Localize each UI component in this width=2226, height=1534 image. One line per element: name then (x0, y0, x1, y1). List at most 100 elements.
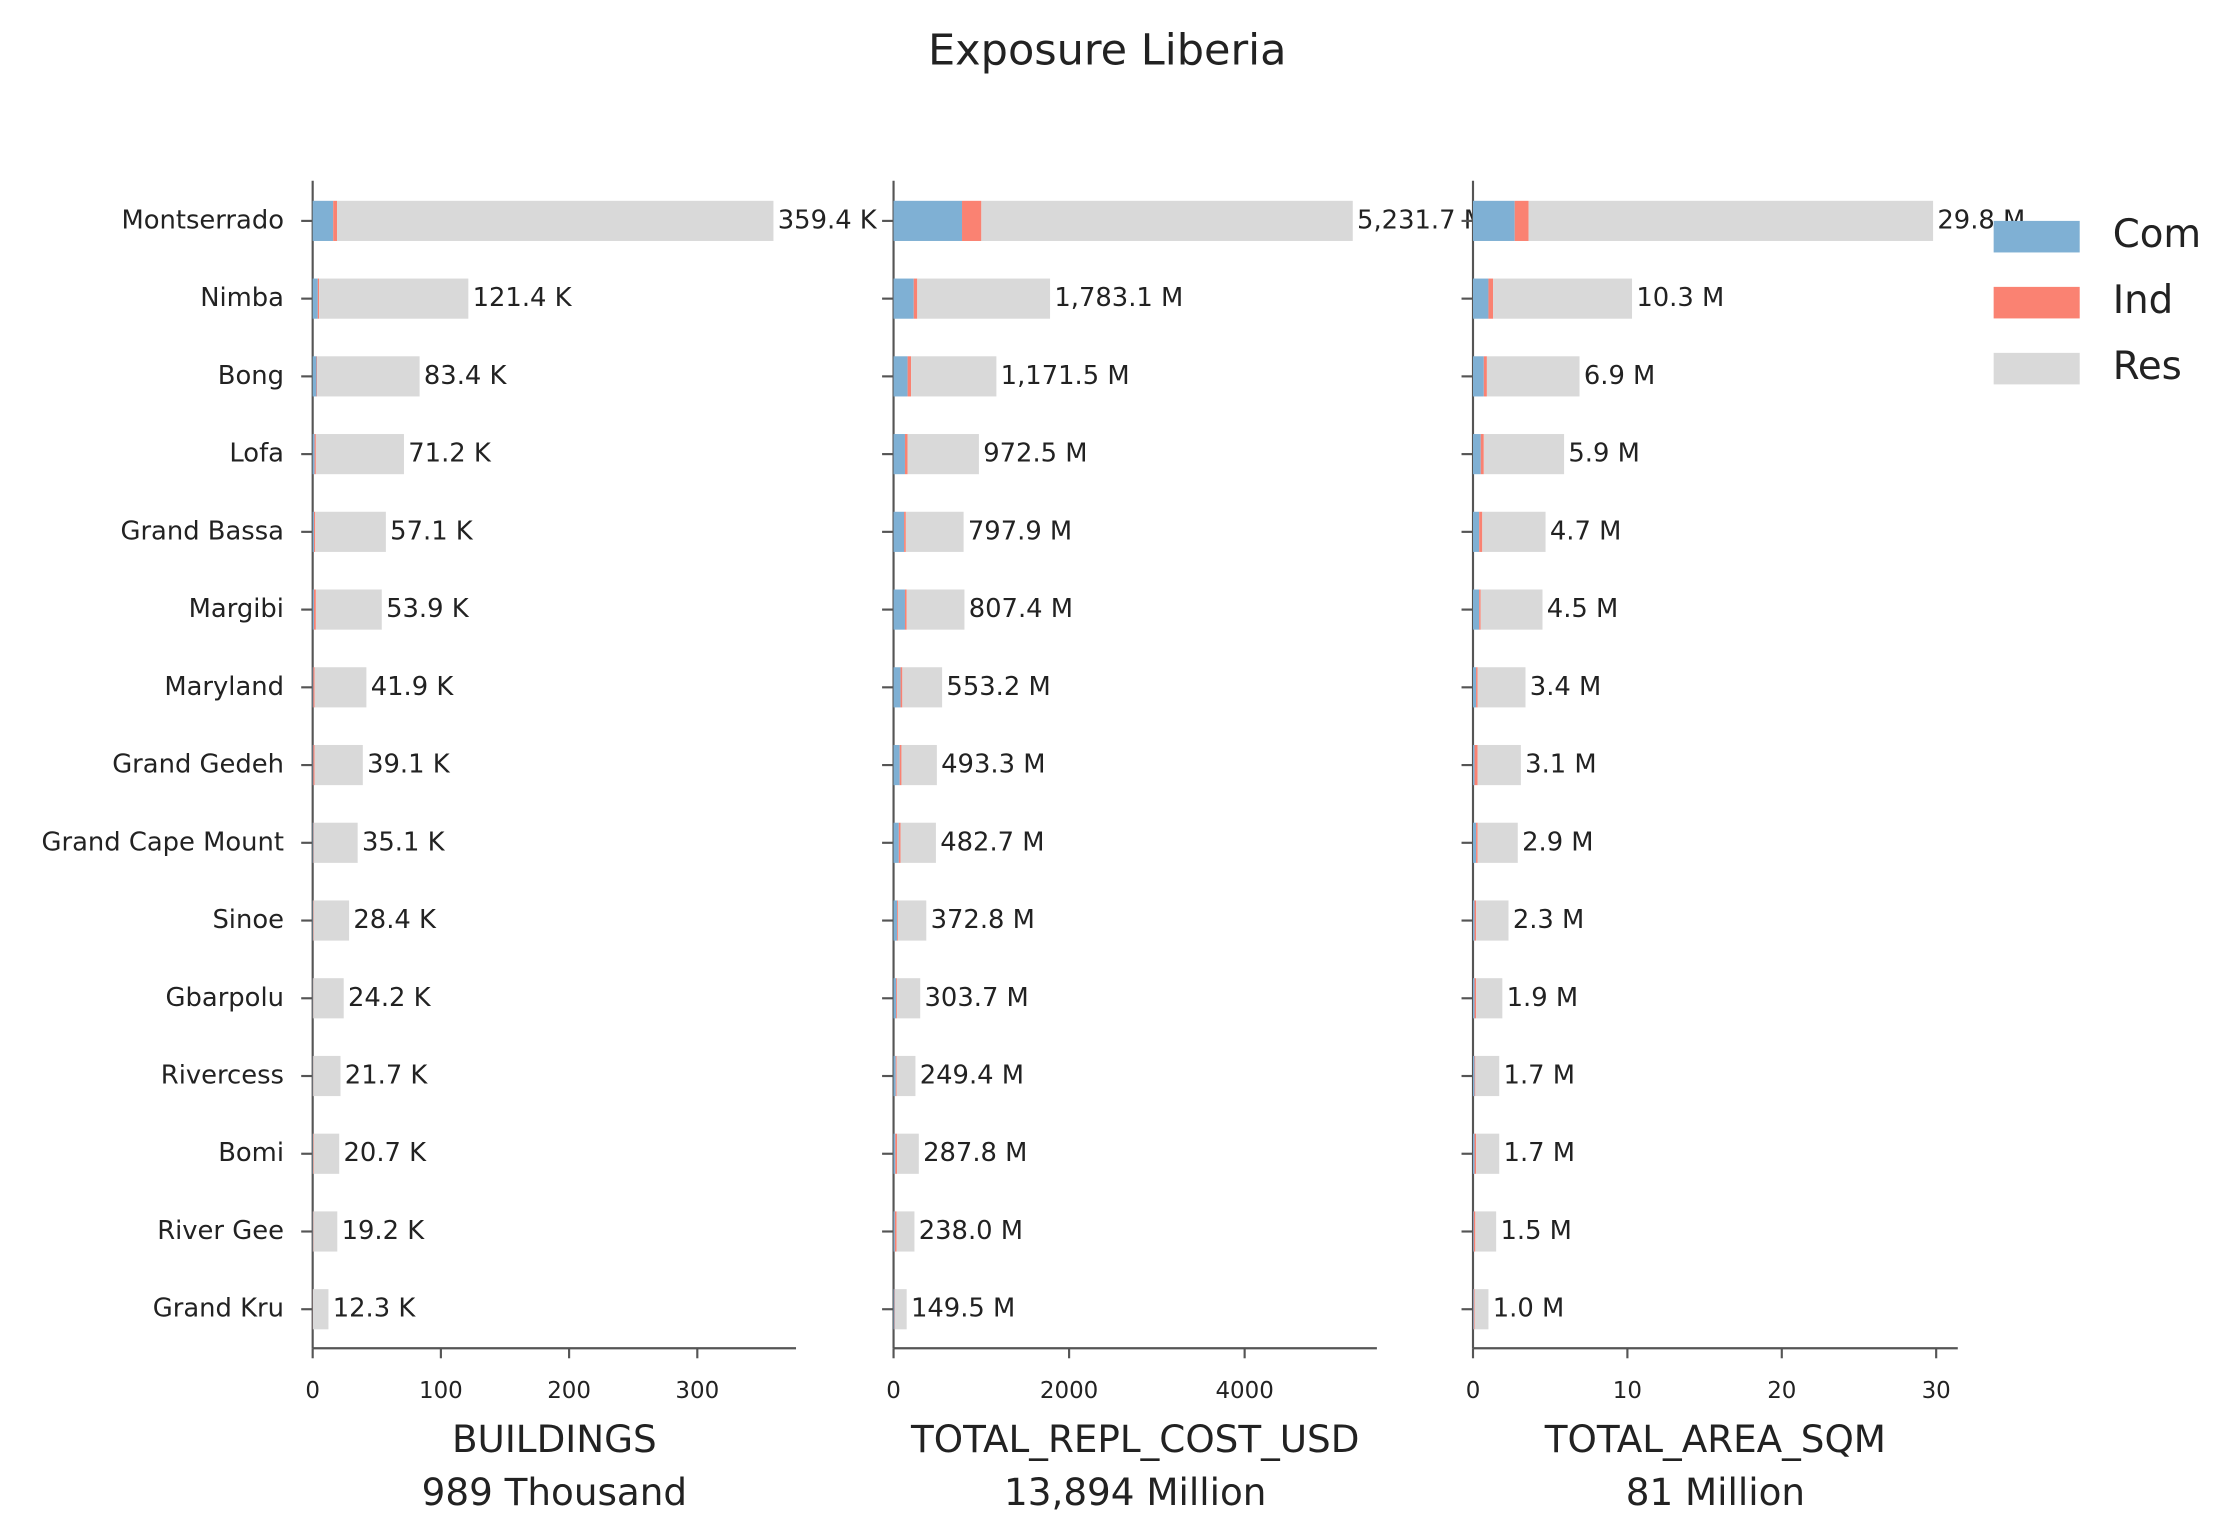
total-label: 53.9 K (386, 594, 470, 624)
x-axis-sublabel: 13,894 Million (1004, 1470, 1266, 1514)
total-label: 553.2 M (946, 672, 1050, 702)
bar-segment (1474, 744, 1478, 786)
bar-segment (1477, 822, 1518, 863)
y-tick-label: Gbarpolu (166, 983, 284, 1013)
x-tick-label: 2000 (1040, 1378, 1098, 1404)
total-label: 149.5 M (911, 1294, 1015, 1324)
y-tick-label: Margibi (189, 594, 284, 624)
bar-segment (1474, 978, 1477, 1019)
legend-swatch (1993, 352, 2080, 385)
total-label: 372.8 M (931, 905, 1035, 935)
total-label: 4.5 M (1547, 594, 1618, 624)
x-tick-label: 10 (1613, 1378, 1642, 1404)
bar-segment (1473, 1289, 1475, 1330)
total-label: 2.3 M (1513, 905, 1584, 935)
bar-segment (1473, 667, 1477, 708)
bar-segment (1477, 667, 1526, 708)
bar-segment (1483, 356, 1487, 397)
bar-segment (1473, 822, 1477, 863)
x-axis-label: TOTAL_AREA_SQM (1544, 1417, 1886, 1461)
x-tick-label: 200 (547, 1378, 591, 1404)
total-label: 3.4 M (1530, 672, 1601, 702)
bar-segment (1473, 200, 1515, 241)
total-label: 41.9 K (371, 672, 455, 702)
total-label: 1.7 M (1504, 1061, 1575, 1091)
total-label: 71.2 K (408, 439, 492, 469)
bar-segment (1474, 1289, 1489, 1330)
bar-segment (905, 511, 964, 552)
total-label: 83.4 K (424, 361, 508, 391)
bar-segment (312, 278, 318, 319)
bar-segment (313, 1055, 341, 1097)
total-label: 21.7 K (345, 1061, 429, 1091)
bar-segment (314, 434, 316, 475)
bar-segment (1479, 589, 1481, 630)
bar-segment (312, 511, 314, 552)
total-label: 28.4 K (353, 905, 437, 935)
bar-segment (1480, 589, 1543, 630)
legend-label: Res (2113, 344, 2182, 389)
bar-segment (1528, 200, 1934, 241)
bar-segment (312, 434, 315, 475)
total-label: 303.7 M (925, 983, 1029, 1013)
bar-segment (911, 356, 997, 397)
bar-segment (900, 667, 903, 708)
bar-segment (895, 1133, 898, 1174)
bar-segment (1473, 1289, 1474, 1330)
bar-segment (313, 822, 358, 863)
bar-segment (1473, 1211, 1476, 1252)
bar-segment (893, 744, 900, 786)
total-label: 249.4 M (920, 1061, 1024, 1091)
bar-segment (315, 589, 382, 630)
bar-segment (893, 356, 908, 397)
x-axis-label: BUILDINGS (452, 1417, 657, 1461)
bar-segment (1473, 589, 1480, 630)
x-tick-label: 0 (886, 1378, 901, 1404)
total-label: 1,783.1 M (1054, 283, 1183, 313)
y-tick-label: Nimba (200, 283, 284, 313)
bar-segment (899, 744, 902, 786)
x-axis-sublabel: 989 Thousand (422, 1470, 687, 1514)
bar-segment (312, 744, 314, 786)
total-label: 3.1 M (1525, 750, 1596, 780)
bar-segment (1473, 1133, 1475, 1174)
total-label: 287.8 M (923, 1138, 1027, 1168)
bar-segment (1473, 1211, 1474, 1252)
bar-segment (1476, 822, 1478, 863)
total-label: 1.7 M (1504, 1138, 1575, 1168)
bar-segment (1488, 278, 1494, 319)
total-label: 39.1 K (367, 750, 451, 780)
bar-segment (893, 667, 901, 708)
bar-segment (1476, 900, 1509, 941)
bar-segment (312, 200, 334, 241)
bar-segment (1474, 1055, 1476, 1097)
x-tick-label: 0 (305, 1378, 320, 1404)
x-axis-sublabel: 81 Million (1626, 1470, 1805, 1514)
total-label: 359.4 K (778, 205, 878, 235)
bar-segment (893, 589, 905, 630)
bar-segment (893, 1133, 896, 1174)
legend-swatch (1993, 220, 2080, 253)
bar-segment (1479, 511, 1483, 552)
bar-segment (1482, 511, 1546, 552)
total-label: 482.7 M (940, 827, 1044, 857)
y-tick-label: Grand Gedeh (112, 750, 284, 780)
bar-segment (1474, 900, 1477, 941)
bar-segment (315, 511, 386, 552)
bar-segment (1493, 278, 1633, 319)
total-label: 493.3 M (941, 750, 1045, 780)
bar-segment (895, 1055, 897, 1097)
bar-segment (313, 1133, 340, 1174)
bar-segment (1473, 744, 1475, 786)
legend-swatch (1993, 286, 2080, 319)
total-label: 4.7 M (1550, 516, 1621, 546)
bar-segment (1477, 744, 1521, 786)
y-tick-label: Montserrado (121, 205, 284, 235)
y-tick-label: Grand Kru (153, 1294, 284, 1324)
total-label: 121.4 K (473, 283, 573, 313)
bar-segment (1476, 1133, 1500, 1174)
x-tick-label: 30 (1922, 1378, 1951, 1404)
bar-segment (893, 200, 963, 241)
bar-segment (913, 278, 918, 319)
